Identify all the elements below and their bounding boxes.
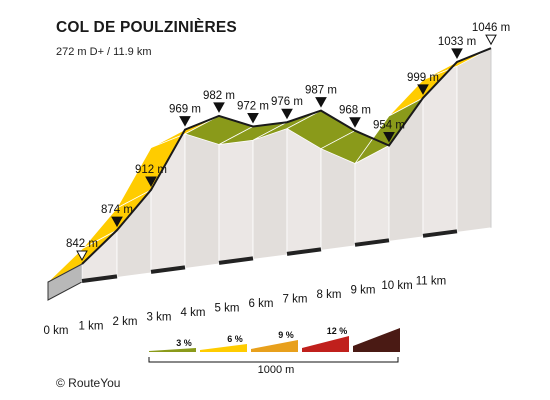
elevation-marker-icon xyxy=(247,112,259,124)
elevation-label: 1033 m xyxy=(438,36,476,48)
distance-tick-label: 3 km xyxy=(147,311,172,323)
profile-base-rail xyxy=(286,247,322,256)
elevation-label: 968 m xyxy=(339,105,371,117)
distance-tick-label: 5 km xyxy=(215,302,240,314)
gradient-legend-swatch xyxy=(251,340,298,352)
profile-base-rail xyxy=(218,256,254,265)
elevation-label: 912 m xyxy=(135,164,167,176)
profile-base-rail xyxy=(354,238,390,247)
elevation-label: 842 m xyxy=(66,238,98,250)
chart-subtitle: 272 m D+ / 11.9 km xyxy=(56,46,152,58)
elevation-marker-icon xyxy=(179,116,191,127)
elevation-marker-icon xyxy=(315,97,327,108)
gradient-legend-swatch xyxy=(149,348,196,352)
elevation-label: 969 m xyxy=(169,104,201,116)
elevation-label: 972 m xyxy=(237,100,269,112)
gradient-legend-label: 6 % xyxy=(227,334,243,344)
elevation-marker-icon xyxy=(111,216,123,228)
gradient-legend-swatch xyxy=(353,328,400,352)
distance-tick-label: 2 km xyxy=(113,316,138,328)
distance-tick-label: 7 km xyxy=(283,293,308,305)
elevation-marker-icon xyxy=(349,117,361,128)
elevation-label: 874 m xyxy=(101,204,133,216)
gradient-legend-swatch xyxy=(302,336,349,352)
distance-tick-label: 9 km xyxy=(351,284,376,296)
chart-title: COL DE POULZINIÈRES xyxy=(56,19,237,36)
distance-tick-label: 6 km xyxy=(249,298,274,310)
elevation-marker-icon xyxy=(485,34,497,46)
gradient-legend-swatch xyxy=(200,344,247,352)
profile-base-rail xyxy=(81,274,118,283)
elevation-marker-icon xyxy=(145,176,157,187)
routeyou-credit: © RouteYou xyxy=(56,376,121,390)
distance-tick-label: 0 km xyxy=(44,325,69,337)
elevation-label: 1046 m xyxy=(472,22,510,34)
profile-wall-segment xyxy=(456,47,492,233)
elevation-marker-icon xyxy=(451,48,463,59)
profile-base-rail xyxy=(422,229,458,238)
gradient-legend-label: 3 % xyxy=(176,338,192,348)
scale-bar xyxy=(148,357,399,363)
gradient-legend-label: 9 % xyxy=(278,330,294,340)
elevation-label: 976 m xyxy=(271,96,303,108)
profile-base-rail xyxy=(150,265,186,274)
profile-outline xyxy=(81,47,492,265)
gradient-legend-label: 12 % xyxy=(327,326,348,336)
distance-tick-label: 1 km xyxy=(79,320,104,332)
elevation-label: 987 m xyxy=(305,85,337,97)
distance-tick-label: 8 km xyxy=(317,289,342,301)
elevation-label: 999 m xyxy=(407,72,439,84)
elevation-marker-icon xyxy=(213,102,225,113)
elevation-marker-icon xyxy=(76,250,88,262)
elevation-marker-icon xyxy=(383,132,395,143)
distance-tick-label: 4 km xyxy=(181,307,206,319)
profile-start-edge xyxy=(47,263,83,300)
distance-tick-label: 11 km xyxy=(416,275,446,287)
scale-bar-label: 1000 m xyxy=(258,364,295,376)
elevation-marker-icon xyxy=(281,108,293,120)
elevation-label: 954 m xyxy=(373,120,405,132)
elevation-marker-icon xyxy=(417,84,429,95)
elevation-label: 982 m xyxy=(203,90,235,102)
distance-tick-label: 10 km xyxy=(381,280,412,292)
profile-wall-segment xyxy=(252,121,288,260)
